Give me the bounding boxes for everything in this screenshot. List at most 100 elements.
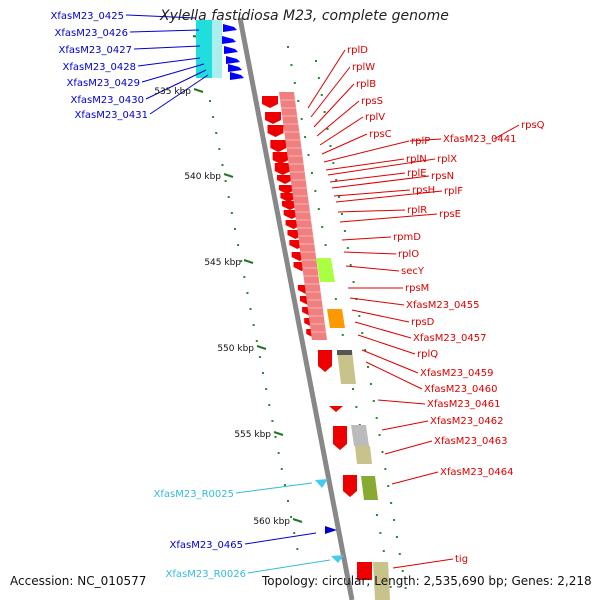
gene-label: XfasM23_R0026: [166, 569, 246, 580]
gene-label: rplR: [407, 205, 427, 216]
track-dot: [271, 420, 274, 422]
gene-label: XfasM23_0459: [420, 368, 494, 379]
gene-label: rpsC: [369, 129, 392, 140]
track-dot: [265, 388, 268, 390]
track-dot: [317, 208, 320, 210]
track-dot: [310, 172, 313, 174]
track-dot: [221, 164, 224, 166]
scale-tick: [243, 259, 254, 264]
label-leader: [244, 532, 317, 545]
gene-label: XfasM23_R0025: [154, 489, 234, 500]
track-dot: [378, 434, 381, 436]
label-leader: [354, 321, 412, 339]
label-leader: [247, 559, 331, 574]
orange-block: [327, 309, 345, 328]
gene-label: rplP: [411, 136, 430, 147]
track-dot: [332, 162, 335, 164]
gene-arrow-red: [343, 475, 357, 497]
genome-summary-text: Topology: circular; Length: 2,535,690 bp…: [262, 574, 592, 588]
track-dot: [268, 404, 271, 406]
label-leader: [331, 175, 430, 189]
khaki-block: [337, 350, 356, 384]
khaki-block: [373, 562, 390, 600]
track-dot: [367, 366, 370, 368]
label-leader: [310, 66, 351, 118]
block-cap: [337, 350, 352, 355]
label-leader: [313, 83, 355, 128]
track-dot: [274, 436, 277, 438]
gene-label: XfasM23_0427: [58, 45, 132, 56]
label-leader: [391, 471, 439, 485]
track-dot: [290, 64, 293, 66]
track-dot: [290, 516, 293, 518]
track-dot: [215, 132, 218, 134]
gene-arrow-blue: [228, 64, 242, 72]
gene-arrow-red: [270, 140, 287, 152]
gene-block-cyan-light: [212, 20, 222, 78]
gene-label: rplF: [444, 186, 463, 197]
label-leader: [409, 138, 442, 142]
label-leader: [141, 63, 205, 83]
label-leader: [145, 69, 207, 100]
track-dot: [255, 340, 258, 342]
gene-label: XfasM23_0428: [62, 62, 136, 73]
track-dot: [375, 514, 378, 516]
track-dot: [246, 292, 249, 294]
scale-tick: [273, 431, 284, 436]
label-leader: [333, 189, 411, 197]
gene-label: XfasM23_0429: [66, 78, 140, 89]
label-leader: [335, 190, 443, 203]
gene-label: XfasM23_0455: [406, 300, 480, 311]
label-leader: [323, 140, 410, 163]
track-dot: [326, 128, 329, 130]
scale-label: 560 kbp: [253, 517, 290, 527]
gene-label: rpsH: [412, 185, 435, 196]
track-dot: [237, 244, 240, 246]
scale-tick: [256, 345, 267, 350]
label-leader: [384, 440, 433, 455]
track-dot: [287, 500, 289, 502]
gene-arrow-blue: [223, 24, 237, 32]
track-dot: [218, 148, 221, 150]
gene-label: rplW: [352, 62, 375, 73]
rna-feature: [331, 555, 344, 563]
gene-label: XfasM23_0457: [413, 333, 487, 344]
gene-label: rplE: [407, 168, 427, 179]
gray-block: [351, 425, 369, 446]
track-dot: [349, 264, 352, 266]
track-dot: [233, 228, 236, 230]
track-dot: [304, 136, 307, 138]
track-dot: [249, 308, 252, 310]
track-dot: [381, 451, 384, 453]
gene-label: XfasM23_0465: [169, 540, 243, 551]
track-dot: [398, 553, 401, 555]
track-dot: [393, 519, 396, 521]
gene-label: XfasM23_0463: [434, 436, 508, 447]
gene-label: rpsN: [431, 171, 454, 182]
track-dot: [355, 406, 358, 408]
track-dot: [280, 468, 283, 470]
gene-label: rpsE: [439, 209, 461, 220]
label-leader: [319, 116, 364, 146]
gene-arrow-red: [318, 350, 332, 372]
gene-label: XfasM23_0461: [427, 399, 501, 410]
gene-arrow-blue: [226, 56, 240, 64]
track-dot: [293, 532, 296, 534]
gene-label: XfasM23_0460: [424, 384, 498, 395]
gene-label: XfasM23_0464: [440, 467, 514, 478]
gene-labels: 535 kbp 540 kbp 545 kbp 550 kbp 555 kbp 560 k…: [50, 11, 544, 580]
track-dot: [300, 118, 303, 120]
label-leader: [392, 558, 454, 569]
track-dot: [334, 298, 337, 300]
track-dot: [297, 100, 300, 102]
label-leader: [377, 399, 426, 405]
label-leader: [125, 14, 197, 19]
gene-label: rplB: [356, 79, 376, 90]
gene-arrow-blue: [230, 72, 244, 80]
track-dot: [352, 281, 355, 283]
gene-arrow-red: [329, 406, 343, 412]
olive-block: [361, 476, 378, 500]
track-dot: [283, 484, 286, 486]
gene-arrow-red: [262, 96, 278, 108]
